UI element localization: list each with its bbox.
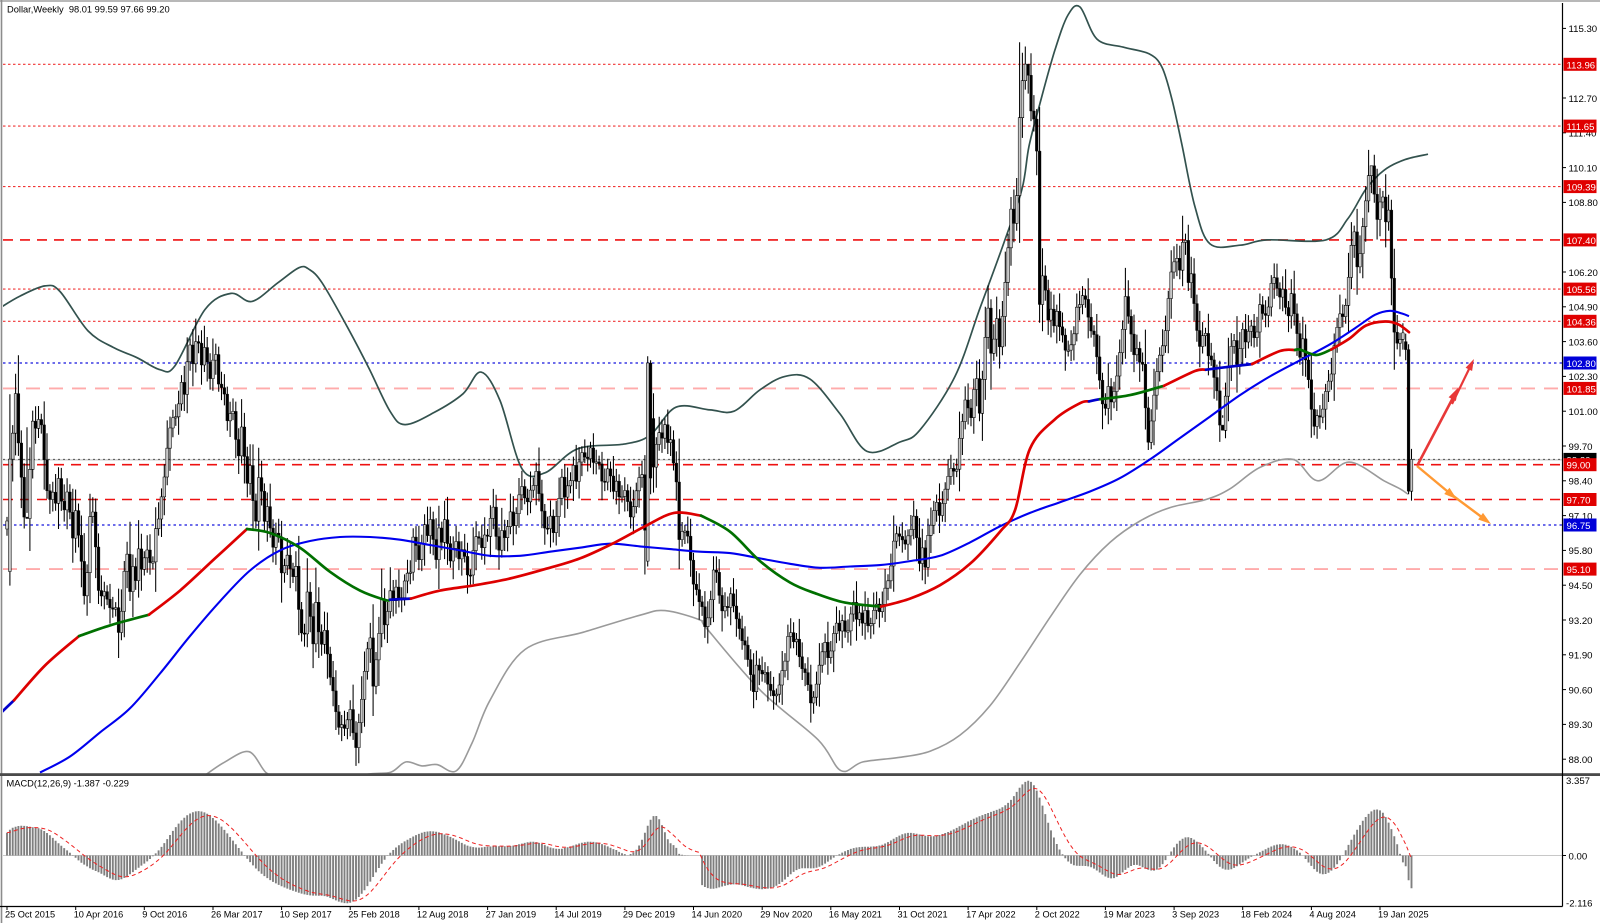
- svg-text:14 Jun 2020: 14 Jun 2020: [692, 910, 743, 920]
- svg-text:97.10: 97.10: [1569, 511, 1593, 522]
- svg-text:91.90: 91.90: [1569, 651, 1593, 662]
- svg-text:29 Dec 2019: 29 Dec 2019: [623, 910, 675, 920]
- svg-text:26 Mar 2017: 26 Mar 2017: [211, 910, 263, 920]
- svg-text:113.96: 113.96: [1567, 60, 1596, 71]
- svg-text:99.00: 99.00: [1567, 461, 1591, 472]
- svg-text:102.80: 102.80: [1567, 359, 1596, 370]
- svg-text:3 Sep 2023: 3 Sep 2023: [1172, 910, 1219, 920]
- svg-text:94.50: 94.50: [1569, 581, 1593, 592]
- svg-text:110.10: 110.10: [1569, 163, 1598, 174]
- svg-text:9 Oct 2016: 9 Oct 2016: [142, 910, 187, 920]
- svg-text:89.30: 89.30: [1569, 720, 1593, 731]
- svg-text:104.90: 104.90: [1569, 303, 1598, 314]
- svg-text:3.357: 3.357: [1566, 776, 1590, 787]
- svg-text:14 Jul 2019: 14 Jul 2019: [554, 910, 602, 920]
- svg-text:4 Aug 2024: 4 Aug 2024: [1309, 910, 1356, 920]
- svg-text:12 Aug 2018: 12 Aug 2018: [417, 910, 469, 920]
- svg-text:MACD(12,26,9) -1.387 -0.229: MACD(12,26,9) -1.387 -0.229: [7, 779, 129, 789]
- svg-text:19 Mar 2023: 19 Mar 2023: [1103, 910, 1155, 920]
- svg-text:115.30: 115.30: [1569, 24, 1598, 35]
- svg-text:95.80: 95.80: [1569, 546, 1593, 557]
- svg-text:90.60: 90.60: [1569, 685, 1593, 696]
- svg-text:29 Nov 2020: 29 Nov 2020: [760, 910, 812, 920]
- svg-text:27 Jan 2019: 27 Jan 2019: [486, 910, 537, 920]
- svg-text:10 Sep 2017: 10 Sep 2017: [280, 910, 332, 920]
- svg-text:101.85: 101.85: [1567, 384, 1596, 395]
- svg-text:-2.116: -2.116: [1566, 899, 1593, 910]
- svg-text:95.10: 95.10: [1567, 565, 1591, 576]
- svg-text:102.30: 102.30: [1569, 372, 1598, 383]
- svg-text:17 Apr 2022: 17 Apr 2022: [966, 910, 1016, 920]
- svg-text:107.40: 107.40: [1567, 236, 1596, 247]
- svg-text:111.65: 111.65: [1567, 122, 1595, 133]
- svg-text:109.39: 109.39: [1567, 183, 1596, 194]
- svg-text:104.36: 104.36: [1567, 317, 1596, 328]
- svg-text:Dollar,Weekly 98.01 99.59 97.: Dollar,Weekly 98.01 99.59 97.66 99.20: [7, 5, 170, 15]
- svg-text:16 May 2021: 16 May 2021: [829, 910, 882, 920]
- svg-text:111.40: 111.40: [1569, 129, 1597, 140]
- svg-text:103.60: 103.60: [1569, 337, 1598, 348]
- svg-text:97.70: 97.70: [1567, 496, 1591, 507]
- svg-text:25 Feb 2018: 25 Feb 2018: [348, 910, 400, 920]
- svg-text:105.56: 105.56: [1567, 285, 1596, 296]
- svg-text:93.20: 93.20: [1569, 616, 1593, 627]
- svg-text:98.40: 98.40: [1569, 477, 1593, 488]
- svg-text:19 Jan 2025: 19 Jan 2025: [1378, 910, 1429, 920]
- svg-text:0.00: 0.00: [1569, 851, 1588, 862]
- svg-text:88.00: 88.00: [1569, 755, 1593, 766]
- svg-text:99.70: 99.70: [1569, 442, 1593, 453]
- svg-text:101.00: 101.00: [1569, 407, 1598, 418]
- svg-text:2 Oct 2022: 2 Oct 2022: [1035, 910, 1080, 920]
- svg-text:96.75: 96.75: [1567, 521, 1591, 532]
- svg-text:18 Feb 2024: 18 Feb 2024: [1241, 910, 1293, 920]
- svg-text:31 Oct 2021: 31 Oct 2021: [898, 910, 948, 920]
- svg-text:106.20: 106.20: [1569, 268, 1598, 279]
- svg-text:25 Oct 2015: 25 Oct 2015: [5, 910, 55, 920]
- svg-text:108.80: 108.80: [1569, 198, 1598, 209]
- svg-text:10 Apr 2016: 10 Apr 2016: [74, 910, 124, 920]
- svg-text:112.70: 112.70: [1569, 94, 1598, 105]
